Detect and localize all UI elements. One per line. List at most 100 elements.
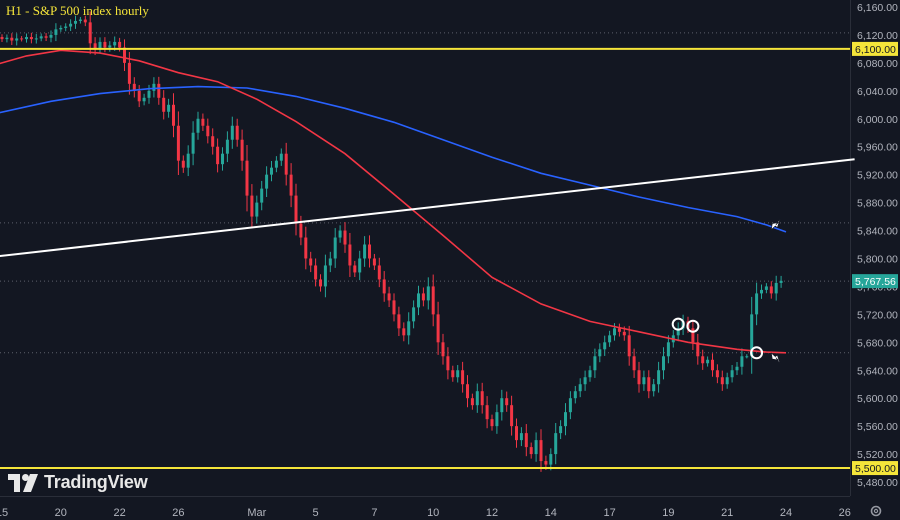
candle-body[interactable] bbox=[608, 335, 612, 343]
candle-body[interactable] bbox=[343, 230, 347, 245]
candle-body[interactable] bbox=[172, 104, 175, 126]
candle-body[interactable] bbox=[647, 377, 651, 392]
candle-body[interactable] bbox=[211, 136, 215, 147]
candle-body[interactable] bbox=[59, 27, 63, 30]
candle-body[interactable] bbox=[642, 377, 646, 385]
candle-body[interactable] bbox=[568, 398, 572, 413]
candle-body[interactable] bbox=[779, 280, 783, 283]
candle-body[interactable] bbox=[265, 174, 269, 189]
candle-body[interactable] bbox=[118, 41, 122, 48]
candle-body[interactable] bbox=[519, 433, 523, 441]
candle-body[interactable] bbox=[250, 195, 254, 217]
candle-body[interactable] bbox=[466, 384, 469, 399]
candle-body[interactable] bbox=[377, 265, 381, 280]
candle-body[interactable] bbox=[461, 370, 465, 385]
candle-body[interactable] bbox=[554, 433, 558, 455]
candle-body[interactable] bbox=[539, 440, 543, 462]
candle-body[interactable] bbox=[397, 314, 401, 329]
candle-body[interactable] bbox=[167, 104, 171, 112]
candle-body[interactable] bbox=[309, 258, 313, 266]
candle-body[interactable] bbox=[617, 328, 621, 332]
candle-body[interactable] bbox=[103, 41, 107, 48]
candle-body[interactable] bbox=[372, 258, 376, 266]
candle-body[interactable] bbox=[740, 356, 744, 367]
candle-body[interactable] bbox=[368, 244, 371, 259]
candle-body[interactable] bbox=[176, 125, 180, 161]
candle-body[interactable] bbox=[15, 38, 19, 41]
candle-body[interactable] bbox=[20, 38, 24, 40]
candle-body[interactable] bbox=[490, 419, 494, 427]
candle-body[interactable] bbox=[206, 125, 210, 137]
candle-body[interactable] bbox=[485, 405, 489, 420]
candle-body[interactable] bbox=[225, 139, 229, 154]
candle-body[interactable] bbox=[480, 391, 484, 406]
candle-body[interactable] bbox=[191, 132, 195, 154]
candle-body[interactable] bbox=[657, 370, 661, 385]
candle-body[interactable] bbox=[755, 293, 759, 315]
candle-body[interactable] bbox=[421, 293, 425, 301]
candle-body[interactable] bbox=[157, 83, 161, 98]
candle-body[interactable] bbox=[720, 377, 724, 385]
candle-body[interactable] bbox=[83, 19, 87, 23]
candle-body[interactable] bbox=[676, 328, 680, 336]
candle-body[interactable] bbox=[328, 258, 332, 266]
candle-body[interactable] bbox=[760, 289, 763, 294]
candle-body[interactable] bbox=[98, 41, 102, 49]
trendline[interactable] bbox=[0, 158, 855, 258]
candle-body[interactable] bbox=[137, 90, 141, 102]
candle-body[interactable] bbox=[613, 328, 616, 336]
candle-body[interactable] bbox=[603, 342, 607, 350]
candle-body[interactable] bbox=[181, 160, 185, 168]
candle-body[interactable] bbox=[289, 174, 293, 196]
candle-body[interactable] bbox=[706, 359, 710, 364]
candle-body[interactable] bbox=[588, 370, 592, 378]
candle-body[interactable] bbox=[0, 37, 4, 40]
candle-body[interactable] bbox=[622, 331, 626, 336]
candle-body[interactable] bbox=[711, 359, 714, 371]
candle-body[interactable] bbox=[10, 37, 14, 41]
candle-body[interactable] bbox=[25, 37, 28, 40]
candle-body[interactable] bbox=[29, 37, 33, 40]
candle-body[interactable] bbox=[260, 188, 264, 203]
candle-body[interactable] bbox=[294, 195, 298, 224]
candle-body[interactable] bbox=[505, 398, 509, 406]
candle-body[interactable] bbox=[123, 47, 126, 63]
candle-body[interactable] bbox=[255, 202, 259, 217]
candle-body[interactable] bbox=[735, 366, 739, 371]
candle-body[interactable] bbox=[108, 45, 112, 48]
candle-body[interactable] bbox=[314, 265, 318, 280]
candle-body[interactable] bbox=[284, 153, 288, 175]
candle-body[interactable] bbox=[64, 26, 68, 28]
candle-body[interactable] bbox=[230, 125, 234, 140]
candle-body[interactable] bbox=[593, 356, 597, 371]
candle-body[interactable] bbox=[431, 286, 435, 315]
candle-body[interactable] bbox=[529, 447, 533, 455]
candle-body[interactable] bbox=[152, 83, 156, 91]
candle-body[interactable] bbox=[701, 356, 705, 364]
candle-body[interactable] bbox=[515, 426, 518, 441]
candle-body[interactable] bbox=[750, 314, 754, 357]
candle-body[interactable] bbox=[392, 300, 396, 315]
candle-body[interactable] bbox=[333, 237, 337, 259]
candle-body[interactable] bbox=[534, 440, 538, 455]
candle-body[interactable] bbox=[196, 118, 200, 133]
candle-body[interactable] bbox=[730, 370, 734, 378]
candle-body[interactable] bbox=[544, 461, 548, 465]
candle-body[interactable] bbox=[446, 356, 450, 371]
candle-body[interactable] bbox=[353, 265, 357, 273]
candle-body[interactable] bbox=[44, 36, 48, 38]
candle-body[interactable] bbox=[132, 83, 136, 91]
candle-body[interactable] bbox=[470, 398, 474, 406]
candle-body[interactable] bbox=[363, 244, 367, 259]
candle-body[interactable] bbox=[774, 282, 778, 294]
price-axis[interactable] bbox=[850, 0, 900, 520]
candle-body[interactable] bbox=[691, 328, 695, 343]
candle-body[interactable] bbox=[34, 38, 38, 40]
candle-body[interactable] bbox=[162, 97, 166, 112]
candle-body[interactable] bbox=[270, 167, 273, 175]
candle-body[interactable] bbox=[666, 342, 670, 357]
candle-body[interactable] bbox=[627, 335, 631, 357]
candle-body[interactable] bbox=[216, 146, 220, 165]
candle-body[interactable] bbox=[39, 36, 43, 39]
candle-body[interactable] bbox=[725, 377, 729, 385]
